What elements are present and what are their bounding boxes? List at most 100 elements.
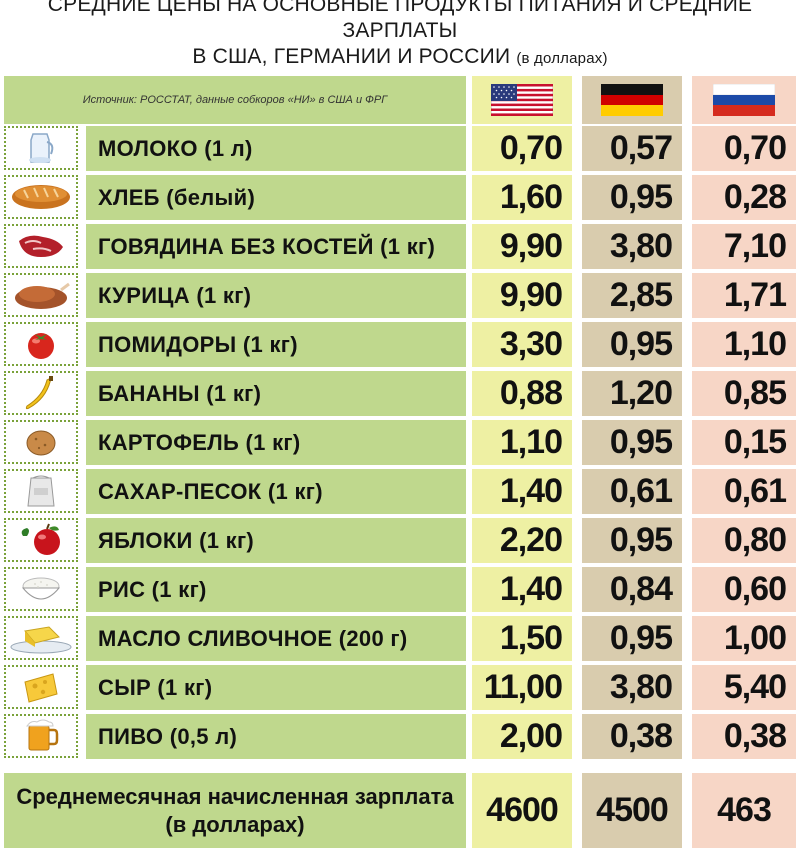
price-russia: 0,28 — [692, 175, 796, 220]
row-icon-cell — [4, 518, 78, 562]
price-usa: 1,50 — [472, 616, 572, 661]
price-germany: 0,95 — [582, 616, 682, 661]
price-usa: 1,10 — [472, 420, 572, 465]
page-title: СРЕДНИЕ ЦЕНЫ НА ОСНОВНЫЕ ПРОДУКТЫ ПИТАНИ… — [0, 0, 800, 72]
row-icon-cell — [4, 175, 78, 219]
row-icon-cell — [4, 616, 78, 660]
header-usa — [472, 76, 572, 124]
row-icon-cell — [4, 126, 78, 170]
table-row: ХЛЕБ (белый) 1,60 0,95 0,28 — [0, 173, 800, 222]
price-russia: 1,10 — [692, 322, 796, 367]
beef-icon — [19, 235, 63, 257]
title-line-2-units: (в долларах) — [516, 50, 608, 67]
potato-icon — [26, 430, 56, 456]
price-russia: 0,70 — [692, 126, 796, 171]
price-usa: 9,90 — [472, 224, 572, 269]
table-row: КУРИЦА (1 кг) 9,90 2,85 1,71 — [0, 271, 800, 320]
price-germany: 0,95 — [582, 518, 682, 563]
table-row: МОЛОКО (1 л) 0,70 0,57 0,70 — [0, 124, 800, 173]
salary-label-line-2: (в долларах) — [165, 811, 305, 837]
table-header: Источник: РОССТАТ, данные собкоров «НИ» … — [0, 74, 800, 126]
price-germany: 0,95 — [582, 322, 682, 367]
table-row: ПИВО (0,5 л) 2,00 0,38 0,38 — [0, 712, 800, 761]
product-name: СЫР (1 кг) — [86, 665, 466, 710]
price-russia: 0,85 — [692, 371, 796, 416]
price-russia: 1,71 — [692, 273, 796, 318]
price-russia: 0,38 — [692, 714, 796, 759]
product-name: МАСЛО СЛИВОЧНОЕ (200 г) — [86, 616, 466, 661]
table-row: ЯБЛОКИ (1 кг) 2,20 0,95 0,80 — [0, 516, 800, 565]
price-russia: 0,15 — [692, 420, 796, 465]
product-name: ПОМИДОРЫ (1 кг) — [86, 322, 466, 367]
row-icon-cell — [4, 371, 78, 415]
price-usa: 3,30 — [472, 322, 572, 367]
table-row: БАНАНЫ (1 кг) 0,88 1,20 0,85 — [0, 369, 800, 418]
price-germany: 0,95 — [582, 175, 682, 220]
title-line-1: СРЕДНИЕ ЦЕНЫ НА ОСНОВНЫЕ ПРОДУКТЫ ПИТАНИ… — [47, 0, 753, 42]
price-usa: 2,20 — [472, 518, 572, 563]
row-icon-cell — [4, 469, 78, 513]
price-germany: 3,80 — [582, 665, 682, 710]
price-russia: 1,00 — [692, 616, 796, 661]
price-germany: 0,57 — [582, 126, 682, 171]
table-row: СЫР (1 кг) 11,00 3,80 5,40 — [0, 663, 800, 712]
row-icon-cell — [4, 567, 78, 611]
price-usa: 1,40 — [472, 469, 572, 514]
price-russia: 0,61 — [692, 469, 796, 514]
row-icon-cell — [4, 420, 78, 464]
price-usa: 2,00 — [472, 714, 572, 759]
beer-mug-icon — [26, 719, 59, 751]
table-row: КАРТОФЕЛЬ (1 кг) 1,10 0,95 0,15 — [0, 418, 800, 467]
row-icon-cell — [4, 322, 78, 366]
banana-icon — [25, 376, 53, 410]
table-row: САХАР-ПЕСОК (1 кг) 1,40 0,61 0,61 — [0, 467, 800, 516]
cheese-icon — [24, 673, 58, 703]
product-name: ПИВО (0,5 л) — [86, 714, 466, 759]
russia-flag-icon — [713, 84, 775, 116]
price-usa: 9,90 — [472, 273, 572, 318]
price-usa: 0,70 — [472, 126, 572, 171]
row-icon-cell — [4, 665, 78, 709]
price-usa: 11,00 — [472, 665, 572, 710]
price-germany: 0,84 — [582, 567, 682, 612]
product-name: МОЛОКО (1 л) — [86, 126, 466, 171]
price-russia: 0,80 — [692, 518, 796, 563]
rice-bowl-icon — [21, 577, 61, 600]
price-germany: 1,20 — [582, 371, 682, 416]
table-row: ГОВЯДИНА БЕЗ КОСТЕЙ (1 кг) 9,90 3,80 7,1… — [0, 222, 800, 271]
price-russia: 5,40 — [692, 665, 796, 710]
salary-label: Среднемесячная начисленная зарплата (в д… — [4, 773, 466, 848]
butter-icon — [10, 626, 72, 654]
salary-row: Среднемесячная начисленная зарплата (в д… — [0, 771, 800, 850]
table-row: ПОМИДОРЫ (1 кг) 3,30 0,95 1,10 — [0, 320, 800, 369]
salary-label-line-1: Среднемесячная начисленная зарплата — [16, 783, 454, 809]
sugar-bag-icon — [27, 475, 55, 507]
product-name: КАРТОФЕЛЬ (1 кг) — [86, 420, 466, 465]
product-name: РИС (1 кг) — [86, 567, 466, 612]
price-germany: 0,61 — [582, 469, 682, 514]
price-germany: 3,80 — [582, 224, 682, 269]
product-name: ГОВЯДИНА БЕЗ КОСТЕЙ (1 кг) — [86, 224, 466, 269]
apple-icon — [21, 523, 60, 555]
price-russia: 0,60 — [692, 567, 796, 612]
title-line-2: В США, ГЕРМАНИИ И РОССИИ (в долларах) — [0, 44, 800, 72]
title-line-2-main: В США, ГЕРМАНИИ И РОССИИ — [192, 45, 511, 68]
header-russia — [692, 76, 796, 124]
bread-icon — [12, 185, 70, 209]
row-icon-cell — [4, 714, 78, 758]
price-russia: 7,10 — [692, 224, 796, 269]
header-germany — [582, 76, 682, 124]
price-usa: 1,60 — [472, 175, 572, 220]
usa-flag-icon — [491, 84, 553, 116]
tomato-icon — [28, 333, 54, 359]
table-row: МАСЛО СЛИВОЧНОЕ (200 г) 1,50 0,95 1,00 — [0, 614, 800, 663]
germany-flag-icon — [601, 84, 663, 116]
price-usa: 1,40 — [472, 567, 572, 612]
price-germany: 0,95 — [582, 420, 682, 465]
product-name: КУРИЦА (1 кг) — [86, 273, 466, 318]
salary-usa: 4600 — [472, 773, 572, 848]
product-name: БАНАНЫ (1 кг) — [86, 371, 466, 416]
source-note: Источник: РОССТАТ, данные собкоров «НИ» … — [4, 76, 466, 124]
product-name: САХАР-ПЕСОК (1 кг) — [86, 469, 466, 514]
table-row: РИС (1 кг) 1,40 0,84 0,60 — [0, 565, 800, 614]
